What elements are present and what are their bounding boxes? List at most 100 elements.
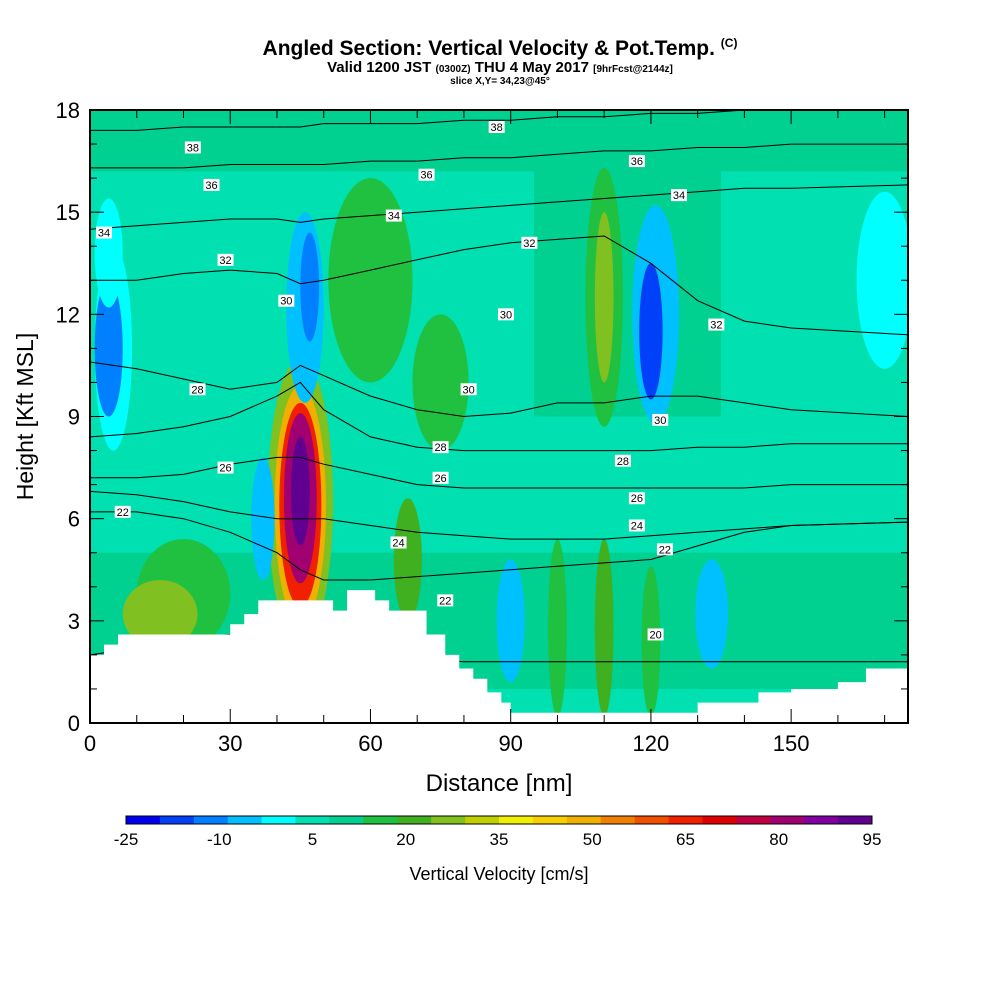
contour-label: 30 bbox=[462, 384, 474, 396]
contour-label: 26 bbox=[219, 463, 231, 475]
colorbar-label: Vertical Velocity [cm/s] bbox=[409, 864, 588, 884]
contour-label-bg bbox=[652, 413, 669, 426]
colorbar-swatch bbox=[227, 816, 263, 824]
colorbar-swatch bbox=[668, 816, 703, 824]
x-tick-label: 0 bbox=[84, 731, 96, 756]
forecast-tag: [9hrFcst@2144z] bbox=[593, 64, 673, 75]
velocity-cell bbox=[639, 263, 663, 400]
chart-subtitle: Valid 1200 JST (0300Z) THU 4 May 2017 [9… bbox=[327, 59, 673, 76]
colorbar-tick-label: 20 bbox=[396, 830, 415, 849]
contour-label-bg bbox=[114, 505, 131, 518]
contour-label-bg bbox=[437, 594, 454, 607]
contour-label-bg bbox=[656, 543, 673, 556]
colorbar-tick-label: 65 bbox=[676, 830, 695, 849]
colorbar-swatch bbox=[566, 816, 602, 824]
chart-title: Angled Section: Vertical Velocity & Pot.… bbox=[262, 36, 738, 60]
x-tick-label: 60 bbox=[358, 731, 382, 756]
title-tag: (C) bbox=[720, 36, 738, 50]
velocity-cell bbox=[94, 198, 123, 308]
velocity-cell bbox=[856, 191, 908, 369]
contour-label: 34 bbox=[98, 228, 110, 240]
colorbar-swatch bbox=[770, 816, 805, 824]
velocity-band-top bbox=[90, 110, 908, 172]
velocity-cell bbox=[251, 457, 275, 580]
x-tick-label: 30 bbox=[218, 731, 242, 756]
velocity-cell bbox=[300, 460, 310, 523]
contour-label: 30 bbox=[500, 309, 512, 321]
x-tick-label: 150 bbox=[773, 731, 810, 756]
colorbar-tick-label: 35 bbox=[490, 830, 509, 849]
contour-label: 36 bbox=[420, 170, 432, 182]
contour-label-bg bbox=[628, 519, 645, 532]
contour-label: 34 bbox=[388, 211, 400, 223]
colorbar-tick-label: 80 bbox=[769, 830, 788, 849]
contour-label: 32 bbox=[219, 255, 231, 267]
contour-label: 36 bbox=[631, 156, 643, 168]
contour-label-bg bbox=[203, 178, 220, 191]
contour-label-bg bbox=[189, 383, 206, 396]
contour-label-bg bbox=[432, 441, 449, 454]
colorbar-swatch bbox=[363, 816, 398, 824]
contour-label-bg bbox=[460, 383, 477, 396]
x-tick-label: 120 bbox=[633, 731, 670, 756]
contour-label-bg bbox=[647, 628, 664, 641]
colorbar-tick-label: -25 bbox=[114, 830, 139, 849]
colorbar-swatch bbox=[600, 816, 636, 824]
colorbar-frame bbox=[125, 815, 873, 825]
contour-label: 30 bbox=[654, 415, 666, 427]
contour-label: 28 bbox=[434, 442, 446, 454]
theta-contour-line bbox=[90, 511, 908, 581]
contour-label: 28 bbox=[617, 456, 629, 468]
colorbar-swatch bbox=[838, 816, 873, 824]
contour-label-bg bbox=[628, 155, 645, 168]
colorbar-tick-label: 50 bbox=[583, 830, 602, 849]
colorbar-swatch bbox=[532, 816, 568, 824]
contour-label-bg bbox=[628, 492, 645, 505]
contour-label-bg bbox=[488, 121, 505, 134]
velocity-cell bbox=[393, 498, 422, 621]
contour-label: 32 bbox=[710, 320, 722, 332]
colorbar-swatch bbox=[804, 816, 839, 824]
theta-contour-line bbox=[90, 490, 908, 540]
theta-contour-line bbox=[90, 143, 908, 169]
contour-label: 26 bbox=[631, 493, 643, 505]
y-tick-label: 3 bbox=[68, 609, 80, 634]
contour-label: 24 bbox=[392, 538, 404, 550]
colorbar-swatch bbox=[126, 816, 161, 824]
slice-label: slice X,Y= 34,23@45° bbox=[450, 76, 550, 87]
contour-label-bg bbox=[708, 318, 725, 331]
y-tick-label: 18 bbox=[56, 98, 80, 123]
contour-label: 26 bbox=[434, 473, 446, 485]
y-tick-label: 9 bbox=[68, 405, 80, 430]
theta-contour-line bbox=[90, 361, 908, 418]
colorbar-swatch bbox=[295, 816, 330, 824]
contour-label: 30 bbox=[280, 296, 292, 308]
contour-label: 36 bbox=[205, 180, 217, 192]
theta-contour-line bbox=[90, 235, 908, 336]
velocity-cell bbox=[548, 539, 567, 717]
theta-contour-line bbox=[90, 110, 908, 131]
contour-label: 32 bbox=[523, 238, 535, 250]
contour-label-bg bbox=[670, 189, 687, 202]
contour-label: 22 bbox=[659, 544, 671, 556]
colorbar-swatch bbox=[193, 816, 229, 824]
contour-label: 24 bbox=[631, 520, 643, 532]
contour-label: 34 bbox=[673, 190, 685, 202]
colorbar-swatch bbox=[159, 816, 195, 824]
contour-label: 22 bbox=[439, 595, 451, 607]
contour-label: 38 bbox=[187, 142, 199, 154]
contour-label-bg bbox=[217, 253, 234, 266]
valid-utc: (0300Z) bbox=[435, 64, 471, 75]
y-axis-label: Height [Kft MSL] bbox=[12, 333, 38, 500]
contour-label: 28 bbox=[191, 384, 203, 396]
contour-label-bg bbox=[418, 168, 435, 181]
contour-label-bg bbox=[217, 461, 234, 474]
contour-label-bg bbox=[278, 294, 295, 307]
contour-label-bg bbox=[521, 236, 538, 249]
velocity-cell bbox=[300, 232, 320, 342]
velocity-band-mid bbox=[534, 110, 722, 417]
contour-label-bg bbox=[184, 141, 201, 154]
x-tick-label: 90 bbox=[498, 731, 522, 756]
contour-label: 22 bbox=[117, 507, 129, 519]
velocity-cell bbox=[594, 212, 614, 383]
